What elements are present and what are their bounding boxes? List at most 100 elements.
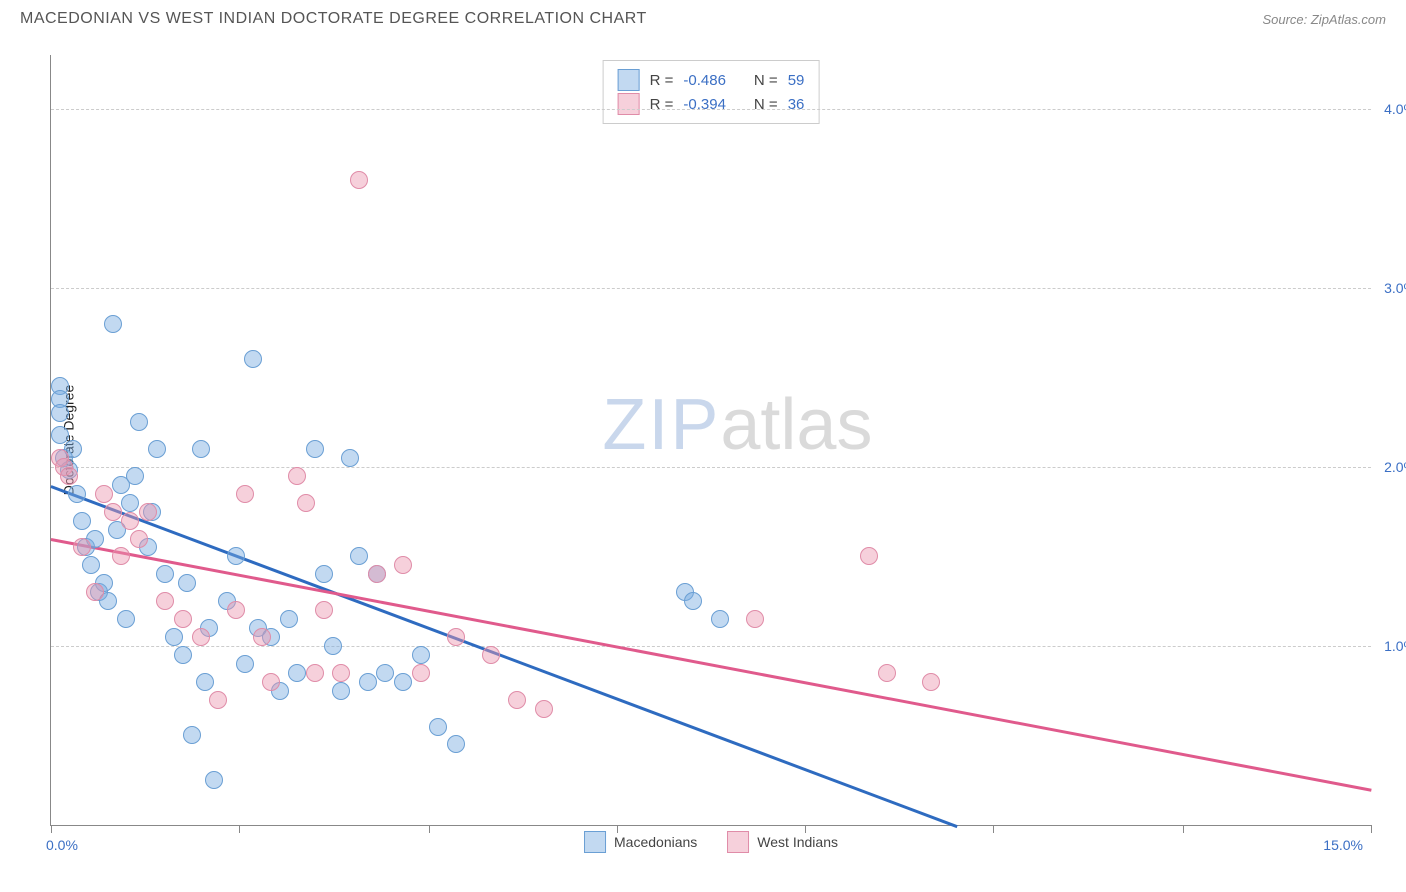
- x-tick: [51, 825, 52, 833]
- scatter-point: [878, 664, 896, 682]
- r-value-2: -0.394: [683, 96, 726, 113]
- scatter-point: [51, 426, 69, 444]
- scatter-point: [196, 673, 214, 691]
- scatter-point: [394, 556, 412, 574]
- y-tick-label: 3.0%: [1384, 280, 1406, 296]
- scatter-point: [178, 574, 196, 592]
- scatter-point: [205, 771, 223, 789]
- n-label: N =: [754, 96, 778, 113]
- stats-legend: R = -0.486 N = 59 R = -0.394 N = 36: [603, 60, 820, 124]
- watermark-light: atlas: [720, 385, 872, 465]
- scatter-point: [253, 628, 271, 646]
- scatter-point: [82, 556, 100, 574]
- scatter-point: [227, 601, 245, 619]
- x-axis-min-label: 0.0%: [46, 837, 78, 853]
- scatter-point: [156, 565, 174, 583]
- r-label: R =: [650, 96, 674, 113]
- scatter-point: [306, 440, 324, 458]
- gridline: [51, 109, 1371, 110]
- r-value-1: -0.486: [683, 72, 726, 89]
- scatter-point: [126, 467, 144, 485]
- x-tick: [805, 825, 806, 833]
- source-prefix: Source:: [1262, 12, 1310, 27]
- n-value-1: 59: [788, 72, 805, 89]
- x-tick: [993, 825, 994, 833]
- scatter-point: [174, 646, 192, 664]
- scatter-point: [130, 530, 148, 548]
- scatter-point: [209, 691, 227, 709]
- y-tick-label: 4.0%: [1384, 101, 1406, 117]
- scatter-point: [236, 485, 254, 503]
- scatter-point: [746, 610, 764, 628]
- scatter-point: [174, 610, 192, 628]
- scatter-point: [508, 691, 526, 709]
- chart-plot-area: Doctorate Degree ZIPatlas R = -0.486 N =…: [50, 55, 1371, 826]
- scatter-point: [324, 637, 342, 655]
- scatter-point: [288, 664, 306, 682]
- scatter-point: [412, 646, 430, 664]
- scatter-point: [73, 538, 91, 556]
- scatter-point: [684, 592, 702, 610]
- scatter-point: [104, 315, 122, 333]
- r-label: R =: [650, 72, 674, 89]
- n-label: N =: [754, 72, 778, 89]
- scatter-point: [192, 628, 210, 646]
- source-name: ZipAtlas.com: [1311, 12, 1386, 27]
- scatter-point: [922, 673, 940, 691]
- scatter-point: [297, 494, 315, 512]
- scatter-point: [130, 413, 148, 431]
- scatter-point: [227, 547, 245, 565]
- legend-item-1: Macedonians: [584, 831, 697, 853]
- scatter-point: [376, 664, 394, 682]
- scatter-point: [332, 664, 350, 682]
- scatter-point: [394, 673, 412, 691]
- chart-title: MACEDONIAN VS WEST INDIAN DOCTORATE DEGR…: [20, 10, 647, 28]
- scatter-point: [535, 700, 553, 718]
- scatter-point: [86, 583, 104, 601]
- scatter-point: [139, 503, 157, 521]
- scatter-point: [95, 485, 113, 503]
- watermark: ZIPatlas: [602, 384, 872, 466]
- scatter-point: [121, 512, 139, 530]
- scatter-point: [332, 682, 350, 700]
- gridline: [51, 467, 1371, 468]
- x-tick: [617, 825, 618, 833]
- legend-item-2: West Indians: [727, 831, 838, 853]
- swatch-series-1: [618, 69, 640, 91]
- legend-swatch-1: [584, 831, 606, 853]
- x-tick: [429, 825, 430, 833]
- scatter-point: [262, 673, 280, 691]
- scatter-point: [244, 350, 262, 368]
- source-attribution: Source: ZipAtlas.com: [1262, 12, 1386, 27]
- scatter-point: [288, 467, 306, 485]
- gridline: [51, 646, 1371, 647]
- x-axis-max-label: 15.0%: [1323, 837, 1363, 853]
- stats-row-2: R = -0.394 N = 36: [618, 93, 805, 115]
- scatter-point: [117, 610, 135, 628]
- scatter-point: [73, 512, 91, 530]
- scatter-point: [306, 664, 324, 682]
- y-tick-label: 2.0%: [1384, 459, 1406, 475]
- scatter-point: [482, 646, 500, 664]
- scatter-point: [447, 628, 465, 646]
- y-tick-label: 1.0%: [1384, 638, 1406, 654]
- scatter-point: [350, 547, 368, 565]
- scatter-point: [315, 565, 333, 583]
- swatch-series-2: [618, 93, 640, 115]
- scatter-point: [165, 628, 183, 646]
- scatter-point: [341, 449, 359, 467]
- scatter-point: [315, 601, 333, 619]
- scatter-point: [156, 592, 174, 610]
- x-tick: [1183, 825, 1184, 833]
- scatter-point: [192, 440, 210, 458]
- series-legend: Macedonians West Indians: [584, 831, 838, 853]
- legend-label-1: Macedonians: [614, 834, 697, 850]
- scatter-point: [148, 440, 166, 458]
- x-tick: [1371, 825, 1372, 833]
- scatter-point: [121, 494, 139, 512]
- scatter-point: [104, 503, 122, 521]
- watermark-bold: ZIP: [602, 385, 720, 465]
- stats-row-1: R = -0.486 N = 59: [618, 69, 805, 91]
- scatter-point: [350, 171, 368, 189]
- n-value-2: 36: [788, 96, 805, 113]
